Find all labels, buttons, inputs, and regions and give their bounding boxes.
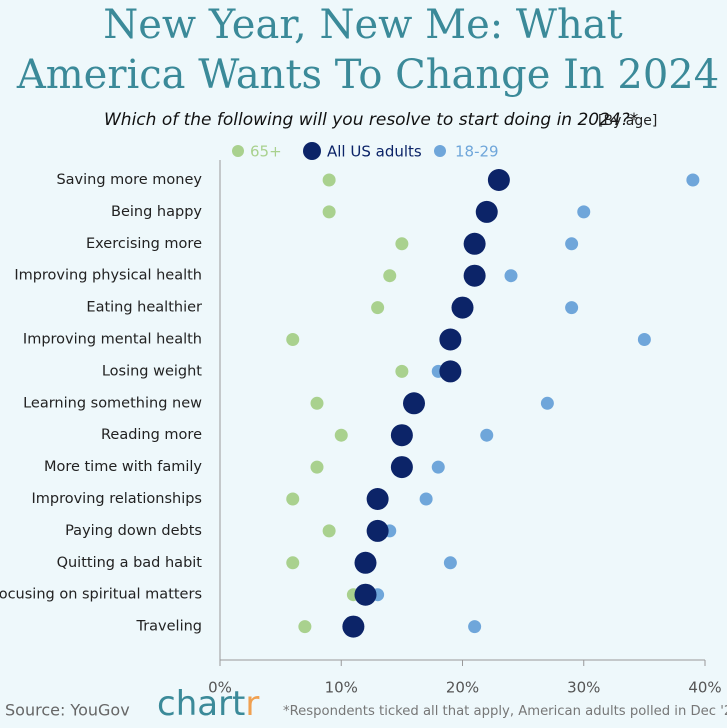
dot [390,424,413,447]
x-tick-label: 0% [208,679,232,697]
dot [354,551,377,574]
dot [439,360,462,383]
dot [354,583,377,606]
dot [286,492,300,506]
dot [322,173,336,187]
legend-label: 65+ [250,143,282,161]
category-label: Improving mental health [23,332,202,348]
category-label: Paying down debts [65,523,202,539]
category-label: Eating healthier [86,300,202,316]
category-label: Saving more money [56,172,202,188]
dot [577,205,591,219]
x-tick-label: 10% [325,679,358,697]
dot [419,492,433,506]
dot [298,620,312,634]
dot [403,392,425,415]
category-label: Improving relationships [31,491,202,507]
dot [366,488,389,510]
dot [463,264,486,287]
dot [487,169,510,191]
chart-title: New Year, New Me: What [103,2,622,48]
dot [451,296,474,319]
dot [463,232,486,255]
dot [366,519,389,542]
dot [310,460,324,474]
category-label: Improving physical health [14,268,202,284]
dot [395,364,409,378]
dot [286,333,300,346]
legend-label: All US adults [327,143,422,161]
dot [395,237,409,251]
legend-swatch [232,145,244,157]
category-label: More time with family [44,459,202,475]
dot [637,333,651,346]
dot [383,269,397,283]
dot [322,524,336,538]
legend-label: 18-29 [455,143,499,161]
category-label: Focusing on spiritual matters [0,587,202,603]
category-label: Reading more [101,427,202,443]
brand-part: r [245,684,259,724]
dot [475,200,498,223]
subtitle-note: [By age] [598,113,657,129]
subtitle: Which of the following will you resolve … [104,110,638,130]
dot [565,301,579,315]
chart-title: America Wants To Change In 2024 [16,52,719,98]
dot [431,460,445,474]
source: Source: YouGov [5,701,130,720]
dot [686,173,700,187]
dot [443,556,457,570]
dot [342,615,365,638]
category-label: Exercising more [86,236,202,252]
dot [310,396,324,410]
dot [334,428,348,442]
category-label: Learning something new [23,395,202,411]
legend-swatch [303,142,321,160]
dot [504,269,518,283]
x-tick-label: 40% [688,679,721,697]
category-label: Being happy [111,204,202,220]
dot [565,237,579,251]
brand-part: chart [157,684,245,724]
brand-logo: chartr [157,684,259,724]
category-label: Quitting a bad habit [57,555,203,571]
footnote: *Respondents ticked all that apply, Amer… [283,704,727,719]
dot [371,301,385,315]
legend-swatch [434,145,446,157]
dot [468,620,482,634]
category-label: Traveling [135,619,202,635]
dot [480,428,494,442]
dot [540,396,554,410]
dot [390,456,413,479]
dot [322,205,336,219]
x-tick-label: 30% [567,679,600,697]
dot [439,328,462,351]
dot [286,556,300,570]
x-tick-label: 20% [446,679,479,697]
category-label: Losing weight [102,363,202,379]
